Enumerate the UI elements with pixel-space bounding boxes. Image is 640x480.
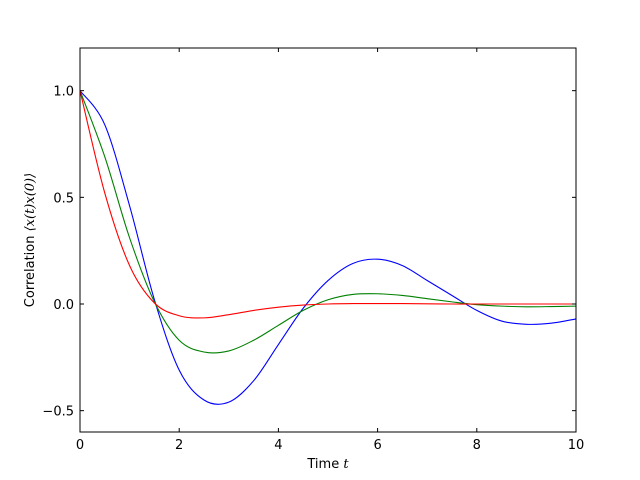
x-tick-label: 8: [473, 438, 481, 453]
y-axis-label-text: Correlation: [23, 236, 38, 308]
x-tick-label: 6: [373, 438, 381, 453]
x-tick-label: 10: [568, 438, 585, 453]
y-tick-label: 0.0: [53, 298, 74, 313]
x-tick-label: 0: [76, 438, 84, 453]
series-layer: [79, 90, 577, 405]
plot-frame: [79, 47, 577, 433]
tick-layer: 0 2 4 6 8 10 −0.5 0.0 0.5 1.0: [42, 48, 584, 453]
series-line-1: [79, 90, 577, 405]
x-tick-label: 2: [175, 438, 183, 453]
series-line-2: [79, 90, 577, 354]
x-axis-label-math: t: [343, 457, 349, 472]
x-tick-label: 4: [274, 438, 282, 453]
series-line-3: [79, 90, 576, 319]
x-axis-label-text: Time: [306, 457, 339, 472]
y-axis-label: Correlation ⟨x(t)x(0)⟩: [23, 173, 38, 307]
x-axis-label: Time t: [306, 457, 349, 472]
y-tick-label: −0.5: [42, 405, 74, 420]
y-tick-label: 1.0: [53, 85, 74, 100]
y-axis-label-math: ⟨x(t)x(0)⟩: [23, 173, 38, 232]
y-tick-label: 0.5: [53, 191, 74, 206]
